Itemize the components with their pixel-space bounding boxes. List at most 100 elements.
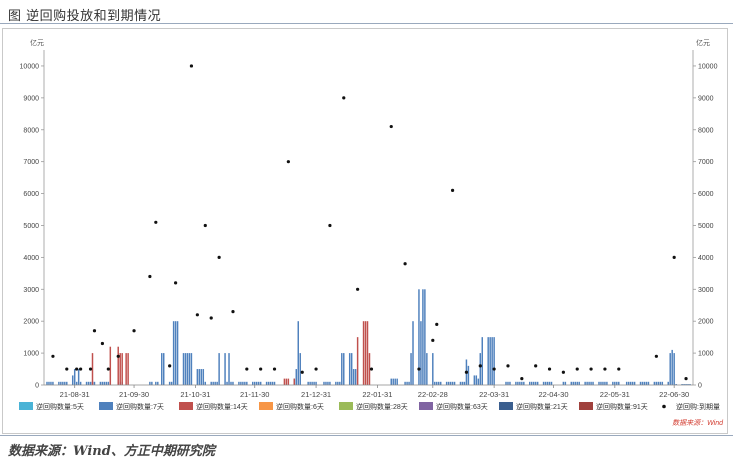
bar: [212, 381, 214, 385]
bar: [461, 381, 464, 385]
y-tick-label-left: 10000: [20, 63, 40, 70]
bar: [410, 353, 412, 385]
bar: [259, 381, 262, 385]
bar: [396, 378, 398, 385]
bar: [667, 381, 669, 385]
bar: [505, 381, 507, 385]
maturity-point: [672, 255, 676, 259]
bar: [434, 381, 436, 385]
bar: [255, 381, 258, 385]
bar: [198, 369, 201, 385]
y-tick-label-right: 9000: [698, 95, 714, 102]
maturity-point: [328, 223, 332, 228]
bar: [643, 381, 646, 385]
y-axis-left: 0 1000 2000 3000 4000 5000 6000 7000 8000 9000 100…: [20, 50, 45, 390]
bar: [254, 381, 256, 385]
bar: [149, 381, 151, 385]
bar: [216, 381, 218, 385]
bar: [592, 381, 594, 385]
legend-swatch: [499, 402, 513, 410]
y-tick-label-left: 7000: [23, 159, 39, 166]
x-axis: 21-08-31 21-09-30 21-10-31 21-11-30 21-12-31…: [44, 384, 693, 399]
y-tick-label-right: 1000: [698, 351, 714, 358]
bar: [170, 381, 173, 385]
bar: [246, 381, 248, 385]
y-tick-label-left: 6000: [23, 191, 39, 198]
x-tick-label: 22-04-30: [538, 390, 568, 399]
y-tick-label-right: 4000: [698, 255, 714, 262]
x-tick-label: 21-09-30: [119, 390, 149, 399]
bar: [426, 353, 428, 385]
bar: [109, 346, 112, 385]
x-tick-label: 22-06-30: [659, 390, 689, 399]
bar: [364, 321, 367, 385]
maturity-point: [403, 262, 407, 266]
bar: [48, 381, 50, 385]
bar: [633, 381, 636, 385]
bar: [66, 381, 68, 385]
bar: [230, 381, 232, 385]
x-tick-label: 22-03-31: [479, 390, 509, 399]
maturity-point: [132, 329, 136, 333]
bar: [463, 381, 466, 385]
legend-label: 逆回购数量:21天: [516, 402, 568, 411]
bar: [162, 353, 165, 385]
bar-series: [46, 289, 691, 385]
bar: [121, 353, 123, 385]
maturity-point: [168, 364, 172, 368]
bar: [436, 381, 438, 385]
bar: [297, 321, 299, 385]
maturity-series: [51, 64, 688, 381]
bar: [335, 381, 337, 385]
bar: [89, 381, 92, 385]
bar: [412, 321, 414, 385]
bar: [285, 378, 288, 385]
bar: [572, 381, 575, 385]
bar: [590, 381, 592, 385]
maturity-point: [259, 367, 263, 371]
bar: [228, 353, 230, 385]
bar: [265, 381, 268, 385]
bar: [390, 378, 392, 385]
legend-swatch: [19, 402, 33, 410]
bar: [339, 381, 341, 385]
maturity-point: [79, 367, 83, 371]
bar: [586, 381, 588, 385]
bar: [584, 381, 586, 385]
bar: [437, 381, 440, 385]
bar: [631, 381, 634, 385]
legend-swatch: [419, 402, 433, 410]
bar: [534, 381, 537, 385]
bar: [616, 381, 618, 385]
source-divider: [0, 435, 733, 436]
bar: [394, 378, 396, 385]
legend-swatch: [579, 402, 593, 410]
bar: [647, 381, 650, 385]
maturity-point: [174, 281, 178, 285]
bar: [273, 381, 276, 385]
bar: [196, 369, 199, 385]
bar: [350, 353, 353, 385]
y-tick-label-right: 6000: [698, 191, 714, 198]
maturity-point: [154, 220, 158, 224]
bar: [507, 381, 509, 385]
x-tick-label: 21-11-30: [240, 390, 269, 399]
bar: [226, 381, 228, 385]
bar: [408, 381, 410, 385]
maturity-point: [450, 188, 455, 192]
maturity-point: [589, 367, 593, 371]
figure-title: 图 逆回购投放和到期情况: [8, 9, 162, 24]
bar: [52, 381, 54, 385]
bar: [190, 353, 193, 385]
maturity-point: [342, 96, 346, 100]
bar: [675, 384, 677, 385]
bar: [418, 289, 420, 385]
x-tick-label: 21-08-31: [60, 390, 90, 399]
bar: [473, 375, 476, 385]
maturity-point: [92, 329, 97, 333]
bar: [99, 381, 102, 385]
bar: [477, 378, 480, 385]
bar: [313, 381, 315, 385]
maturity-point: [492, 367, 496, 371]
x-tick-label: 22-02-28: [418, 390, 448, 399]
